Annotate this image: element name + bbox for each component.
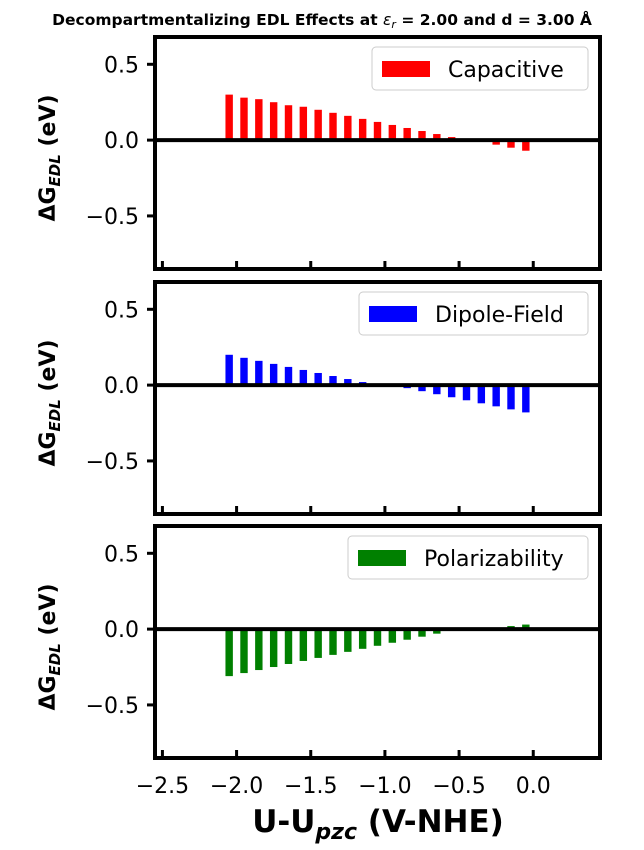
bar <box>403 629 411 640</box>
bar <box>477 385 486 404</box>
bar <box>240 97 248 141</box>
x-tick-label: −2.0 <box>210 774 263 799</box>
bar <box>269 102 278 141</box>
figure-title: Decompartmentalizing EDL Effects at εr =… <box>52 10 592 31</box>
bar <box>255 360 263 386</box>
bar <box>492 385 500 407</box>
bar <box>269 363 278 386</box>
legend-box <box>347 535 589 580</box>
bar <box>373 121 382 141</box>
bar <box>522 385 530 413</box>
legend: Dipole-Field <box>358 291 589 336</box>
legend-box <box>371 46 589 91</box>
bar <box>462 385 471 401</box>
legend-box <box>358 291 589 336</box>
legend-swatch <box>358 550 406 566</box>
bar <box>433 629 441 634</box>
bar <box>418 385 426 392</box>
y-tick-label: −0.5 <box>86 694 139 719</box>
bar <box>344 379 352 386</box>
bar <box>403 127 411 141</box>
bar <box>358 629 367 649</box>
legend-label: Dipole-Field <box>435 303 564 328</box>
y-tick-label: −0.5 <box>86 205 139 230</box>
bar <box>522 624 530 630</box>
bar <box>418 629 426 637</box>
axes-frame <box>153 524 602 760</box>
y-axis-label: ΔGEDL (eV) <box>36 583 64 710</box>
bar <box>492 140 500 145</box>
bar <box>240 357 248 386</box>
bar <box>314 372 322 386</box>
bar <box>284 105 293 141</box>
subplot-1: 0.5 0.0 −0.5 ΔGEDL (eV) Capacitive <box>36 35 602 271</box>
bar <box>284 629 293 664</box>
bar <box>418 131 426 141</box>
bar <box>225 629 233 677</box>
axes-frame <box>153 35 602 271</box>
bar <box>358 118 367 141</box>
bar <box>314 629 322 658</box>
x-tick-label: −0.5 <box>432 774 485 799</box>
x-tick-label: 0.0 <box>516 774 551 799</box>
y-tick-label: 0.0 <box>104 374 139 399</box>
bar <box>284 366 293 386</box>
bar <box>329 629 337 655</box>
legend-swatch <box>382 61 430 77</box>
bar <box>447 385 456 398</box>
bar <box>433 134 441 141</box>
axes-frame <box>153 280 602 516</box>
bar <box>344 115 352 141</box>
y-axis-label: ΔGEDL (eV) <box>36 94 64 221</box>
bar <box>329 112 337 141</box>
y-tick-label: 0.0 <box>104 129 139 154</box>
x-tick-label: −2.5 <box>136 774 189 799</box>
y-tick-label: −0.5 <box>86 450 139 475</box>
legend-label: Polarizability <box>424 547 564 572</box>
bar <box>240 629 248 674</box>
y-axis-label: ΔGEDL (eV) <box>36 339 64 466</box>
legend: Capacitive <box>371 46 589 91</box>
bar <box>299 369 308 386</box>
y-tick-label: 0.0 <box>104 618 139 643</box>
legend-label: Capacitive <box>448 58 564 83</box>
bar <box>344 629 352 652</box>
bar <box>388 124 397 141</box>
subplot-2: 0.5 0.0 −0.5 ΔGEDL (eV) Dipole-Field <box>36 280 602 516</box>
x-tick-label: −1.5 <box>284 774 337 799</box>
bar <box>299 106 308 141</box>
bar <box>507 140 515 148</box>
x-tick-label: −1.0 <box>358 774 411 799</box>
bar <box>225 94 233 141</box>
bar <box>507 385 515 410</box>
subplot-panels: 0.5 0.0 −0.5 ΔGEDL (eV) Capacitive 0.5 0.0 −0.5… <box>36 35 602 799</box>
bar <box>373 629 382 646</box>
bar <box>522 140 530 151</box>
y-tick-label: 0.5 <box>104 298 139 323</box>
bar <box>388 629 397 643</box>
bar <box>433 385 441 395</box>
bar <box>329 376 337 386</box>
bar <box>269 629 278 668</box>
y-tick-label: 0.5 <box>104 53 139 78</box>
bar <box>314 109 322 141</box>
bar <box>255 99 263 141</box>
subplot-3: 0.5 0.0 −0.5 −2.5 −2.0 −1.5 −1.0 −0.5 0.0 ΔGEDL (… <box>36 524 602 799</box>
bar <box>225 354 233 386</box>
legend-swatch <box>369 306 417 322</box>
bar <box>299 629 308 661</box>
legend: Polarizability <box>347 535 589 580</box>
x-axis-label: U-Upzc (V-NHE) <box>252 804 504 845</box>
bar <box>255 629 263 671</box>
y-tick-label: 0.5 <box>104 542 139 567</box>
